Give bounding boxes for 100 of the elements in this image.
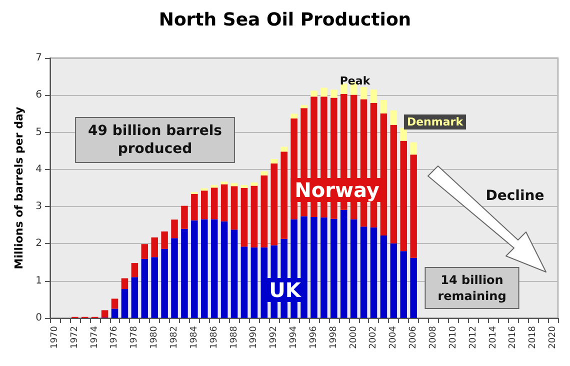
bar — [171, 220, 178, 238]
x-tick-label: 1984 — [189, 326, 200, 349]
x-tick-label: 2002 — [368, 326, 379, 349]
bar — [410, 142, 417, 155]
x-tick-label: 2016 — [508, 326, 518, 349]
y-tick-label: 5 — [36, 126, 42, 138]
bar — [230, 183, 238, 186]
series-label: UK — [269, 278, 302, 302]
x-tick-label: 1994 — [289, 326, 300, 349]
bar — [370, 227, 378, 318]
bar — [410, 258, 417, 318]
x-tick-label: 1980 — [150, 326, 160, 349]
bar — [270, 159, 278, 164]
x-tick-label: 1988 — [229, 326, 240, 349]
bar — [260, 175, 268, 248]
annotation: Decline — [486, 188, 544, 204]
bar — [300, 105, 308, 108]
bar — [220, 184, 228, 222]
bar — [320, 88, 328, 97]
bar — [171, 238, 178, 318]
bar — [240, 188, 248, 247]
bar — [151, 237, 158, 258]
y-axis-title: Millions of barrels per day — [12, 106, 26, 270]
bar — [121, 278, 128, 290]
bar — [131, 263, 138, 278]
bar — [390, 110, 398, 125]
x-tick-label: 1972 — [70, 326, 80, 349]
bar — [360, 226, 368, 318]
bar — [280, 146, 288, 152]
bar — [181, 228, 188, 318]
bar — [330, 218, 338, 318]
bar — [400, 128, 407, 141]
bar — [270, 163, 278, 246]
y-tick-label: 6 — [36, 90, 42, 101]
y-tick-label: 1 — [36, 275, 42, 286]
bar — [121, 289, 128, 318]
bar — [151, 257, 158, 318]
bar — [290, 114, 298, 119]
bar — [230, 186, 238, 230]
bar — [181, 206, 188, 229]
series-label: Denmark — [406, 116, 464, 128]
bar — [131, 277, 138, 318]
series-label: Norway — [294, 178, 380, 202]
bar — [360, 86, 368, 100]
bar — [201, 219, 208, 318]
x-tick-label: 2006 — [408, 326, 419, 349]
bar — [400, 140, 407, 252]
x-tick-label: 1992 — [269, 326, 280, 349]
bar — [350, 219, 358, 318]
bar — [230, 230, 238, 318]
bar — [210, 219, 218, 318]
bar — [141, 258, 148, 318]
bar — [101, 310, 108, 318]
annotation: Peak — [340, 74, 371, 88]
bar — [141, 244, 148, 259]
x-tick-label: 1986 — [209, 326, 220, 349]
x-tick-label: 1998 — [328, 326, 339, 349]
x-tick-label: 1970 — [50, 326, 60, 349]
x-tick-label: 2000 — [348, 326, 359, 349]
chart-title: North Sea Oil Production — [158, 10, 412, 30]
x-tick-label: 1982 — [170, 326, 180, 349]
y-tick-label: 3 — [36, 201, 42, 212]
bar — [320, 217, 328, 318]
bar — [380, 100, 388, 114]
bar — [191, 194, 198, 220]
bar — [260, 171, 268, 176]
y-tick-label: 7 — [36, 52, 42, 64]
x-tick-label: 2004 — [388, 326, 399, 349]
bar — [390, 243, 398, 318]
bar — [240, 185, 248, 188]
bar — [240, 246, 248, 318]
bar — [280, 152, 288, 239]
y-tick-label: 0 — [36, 312, 42, 324]
x-tick-label: 1976 — [110, 326, 120, 349]
x-tick-label: 1996 — [308, 326, 319, 349]
bar — [310, 90, 318, 97]
annotation: 49 billion barrels produced — [88, 123, 222, 157]
y-tick-label: 4 — [36, 164, 42, 175]
bar — [220, 182, 228, 184]
bar — [161, 248, 168, 318]
bar — [161, 231, 168, 249]
bar — [210, 188, 218, 220]
bar — [370, 90, 378, 103]
bar — [340, 210, 348, 318]
x-tick-label: 1990 — [249, 326, 260, 349]
bar — [400, 251, 407, 318]
x-tick-label: 1978 — [130, 326, 140, 349]
bar — [111, 308, 118, 318]
bar — [340, 84, 348, 94]
bar — [111, 298, 118, 309]
x-tick-label: 2008 — [428, 326, 438, 349]
bar — [220, 221, 228, 318]
bar — [191, 220, 198, 318]
annotation: 14 billion remaining — [438, 273, 506, 303]
x-tick-label: 2010 — [448, 326, 458, 349]
x-tick-label: 2012 — [468, 326, 478, 349]
bar — [201, 188, 208, 191]
bar — [250, 247, 258, 318]
x-tick-label: 2014 — [488, 326, 498, 349]
bar — [310, 216, 318, 318]
